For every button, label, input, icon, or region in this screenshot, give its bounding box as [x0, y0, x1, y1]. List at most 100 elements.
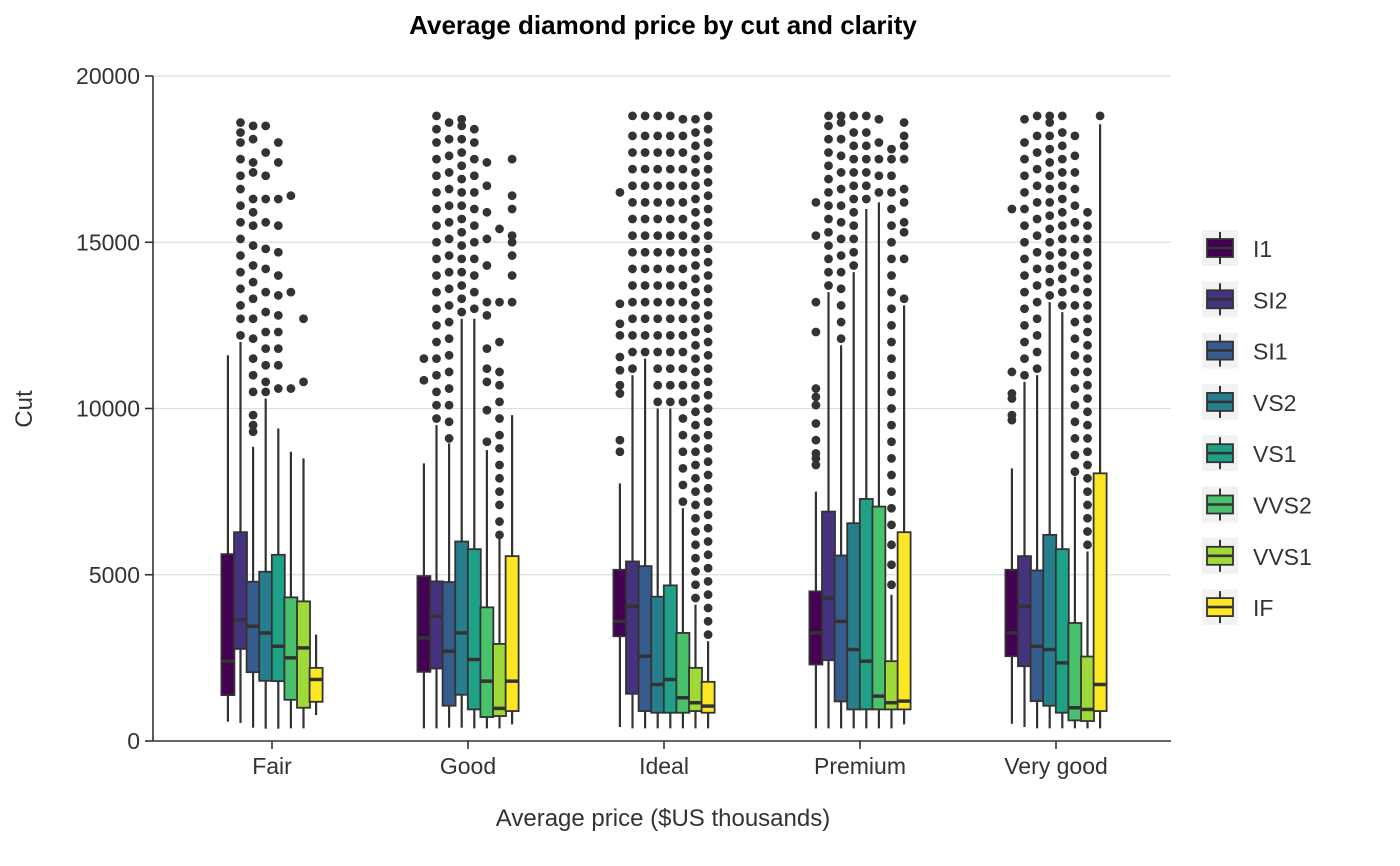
outlier-point	[887, 370, 896, 380]
y-tick-label: 15000	[76, 229, 140, 255]
outlier-point	[1057, 274, 1067, 284]
outlier-point	[495, 380, 504, 390]
outlier-point	[640, 231, 650, 241]
outlier-point	[628, 347, 637, 357]
outlier-point	[236, 217, 245, 227]
outlier-point	[678, 397, 688, 407]
outlier-point	[1083, 447, 1092, 457]
outlier-point	[1057, 287, 1067, 297]
outlier-point	[1095, 111, 1105, 121]
outlier-point	[495, 444, 504, 453]
outlier-point	[691, 141, 700, 151]
legend-label: SI1	[1253, 339, 1288, 365]
outlier-point	[1070, 434, 1080, 443]
outlier-point	[1007, 389, 1017, 398]
outlier-point	[824, 241, 833, 250]
outlier-point	[691, 527, 700, 536]
box-group	[466, 124, 482, 729]
outlier-point	[248, 158, 258, 167]
outlier-point	[899, 131, 909, 141]
outlier-point	[703, 603, 713, 613]
box	[808, 590, 824, 666]
outlier-point	[1083, 420, 1092, 430]
outlier-point	[849, 247, 859, 257]
outlier-point	[887, 287, 896, 297]
outlier-point	[653, 347, 663, 357]
outlier-point	[691, 181, 700, 191]
outlier-point	[703, 178, 713, 187]
outlier-point	[432, 254, 441, 264]
outlier-point	[432, 304, 441, 314]
outlier-point	[1032, 148, 1042, 157]
outlier-point	[640, 164, 650, 174]
box-group	[1080, 207, 1095, 729]
outlier-point	[887, 453, 896, 463]
outlier-point	[836, 217, 846, 227]
outlier-point	[665, 131, 675, 141]
outlier-point	[824, 134, 833, 144]
outlier-point	[1070, 184, 1080, 194]
outlier-point	[1057, 181, 1067, 191]
outlier-point	[482, 437, 492, 447]
outlier-point	[653, 314, 663, 324]
box	[700, 680, 716, 714]
outlier-point	[236, 201, 245, 211]
outlier-point	[495, 530, 504, 540]
outlier-point	[444, 267, 454, 277]
box	[625, 560, 640, 695]
outlier-point	[678, 330, 688, 340]
outlier-point	[849, 207, 859, 217]
outlier-point	[703, 191, 713, 201]
outlier-point	[703, 483, 713, 493]
outlier-point	[1083, 340, 1092, 350]
outlier-point	[1057, 128, 1067, 137]
box-group	[675, 114, 691, 729]
outlier-point	[861, 141, 871, 151]
outlier-point	[1032, 297, 1042, 307]
outlier-point	[678, 497, 688, 506]
outlier-point	[261, 287, 271, 297]
outlier-point	[874, 114, 884, 124]
outlier-point	[824, 187, 833, 197]
outlier-point	[1045, 264, 1055, 274]
outlier-point	[640, 181, 650, 191]
outlier-point	[824, 281, 833, 290]
outlier-point	[457, 114, 467, 124]
outlier-point	[495, 460, 504, 470]
box	[858, 498, 874, 711]
box	[612, 568, 628, 638]
outlier-point	[678, 364, 688, 373]
outlier-point	[432, 370, 441, 380]
outlier-point	[432, 337, 441, 347]
outlier-point	[811, 297, 821, 307]
outlier-point	[1045, 118, 1055, 127]
outlier-point	[640, 347, 650, 357]
outlier-point	[1020, 138, 1029, 147]
outlier-point	[1070, 367, 1080, 377]
legend-label: SI2	[1253, 287, 1288, 313]
outlier-point	[444, 400, 454, 410]
outlier-point	[640, 264, 650, 274]
outlier-point	[1070, 467, 1080, 477]
outlier-point	[678, 247, 688, 257]
outlier-point	[703, 257, 713, 267]
box-group	[1017, 114, 1032, 728]
outlier-point	[1020, 154, 1029, 164]
box-group	[833, 111, 849, 729]
outlier-point	[432, 287, 441, 297]
outlier-point	[444, 434, 454, 443]
outlier-point	[703, 164, 713, 174]
outlier-point	[248, 121, 258, 131]
outlier-point	[495, 500, 504, 510]
outlier-point	[849, 111, 859, 121]
box	[270, 553, 286, 683]
outlier-point	[1045, 211, 1055, 221]
outlier-point	[1032, 330, 1042, 340]
outlier-point	[1083, 207, 1092, 217]
outlier-point	[836, 118, 846, 127]
outlier-point	[887, 171, 896, 181]
outlier-point	[665, 164, 675, 174]
outlier-point	[1007, 367, 1017, 377]
outlier-point	[469, 237, 479, 247]
